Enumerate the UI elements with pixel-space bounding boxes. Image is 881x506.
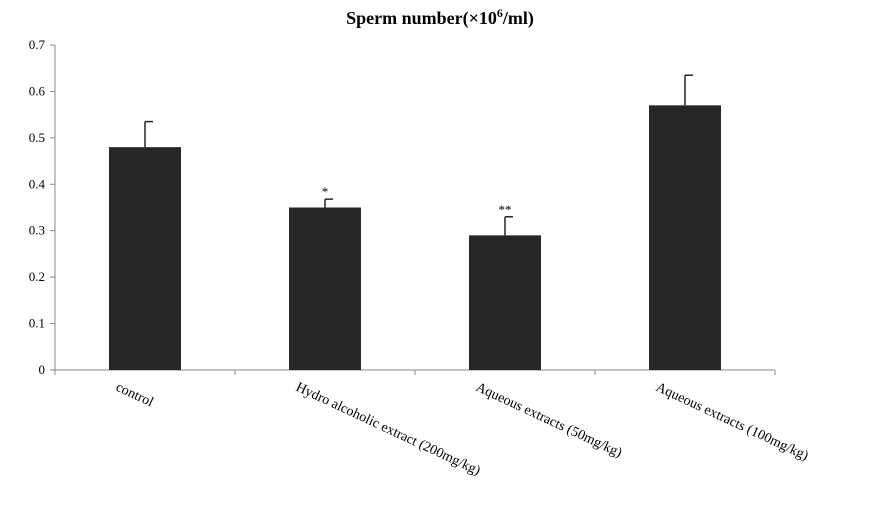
- x-tick-label: Aqueous extracts (100mg/kg): [653, 380, 810, 464]
- y-axis: 0 0.1 0.2 0.3 0.4 0.5 0.6 0.7: [29, 37, 56, 377]
- y-tick-label: 0.1: [29, 316, 45, 331]
- y-tick-label: 0.7: [29, 37, 46, 52]
- bar: [649, 105, 721, 370]
- chart-title-end: /ml): [502, 8, 534, 29]
- chart-title: Sperm number(×106/ml): [346, 6, 534, 29]
- y-tick-label: 0.6: [29, 83, 46, 98]
- bar: [469, 235, 541, 370]
- x-axis: control Hydro alcoholic extract (200mg/kg…: [54, 369, 811, 479]
- y-tick-label: 0.5: [29, 130, 45, 145]
- significance-marker: *: [322, 184, 329, 199]
- y-tick-label: 0.4: [29, 176, 46, 191]
- chart-title-main: Sperm number(×10: [346, 8, 497, 29]
- x-tick-label: control: [113, 380, 155, 410]
- y-tick-label: 0.3: [29, 223, 45, 238]
- bars: ***: [109, 74, 721, 370]
- chart-title-superscript: 6: [497, 6, 503, 20]
- bar: [289, 207, 361, 370]
- x-tick-label: Hydro alcoholic extract (200mg/kg): [293, 380, 483, 479]
- y-tick-label: 0.2: [29, 269, 45, 284]
- significance-marker: **: [499, 202, 512, 217]
- y-tick-label: 0: [39, 362, 46, 377]
- bar: [109, 147, 181, 370]
- x-tick-label: Aqueous extracts (50mg/kg): [473, 380, 624, 461]
